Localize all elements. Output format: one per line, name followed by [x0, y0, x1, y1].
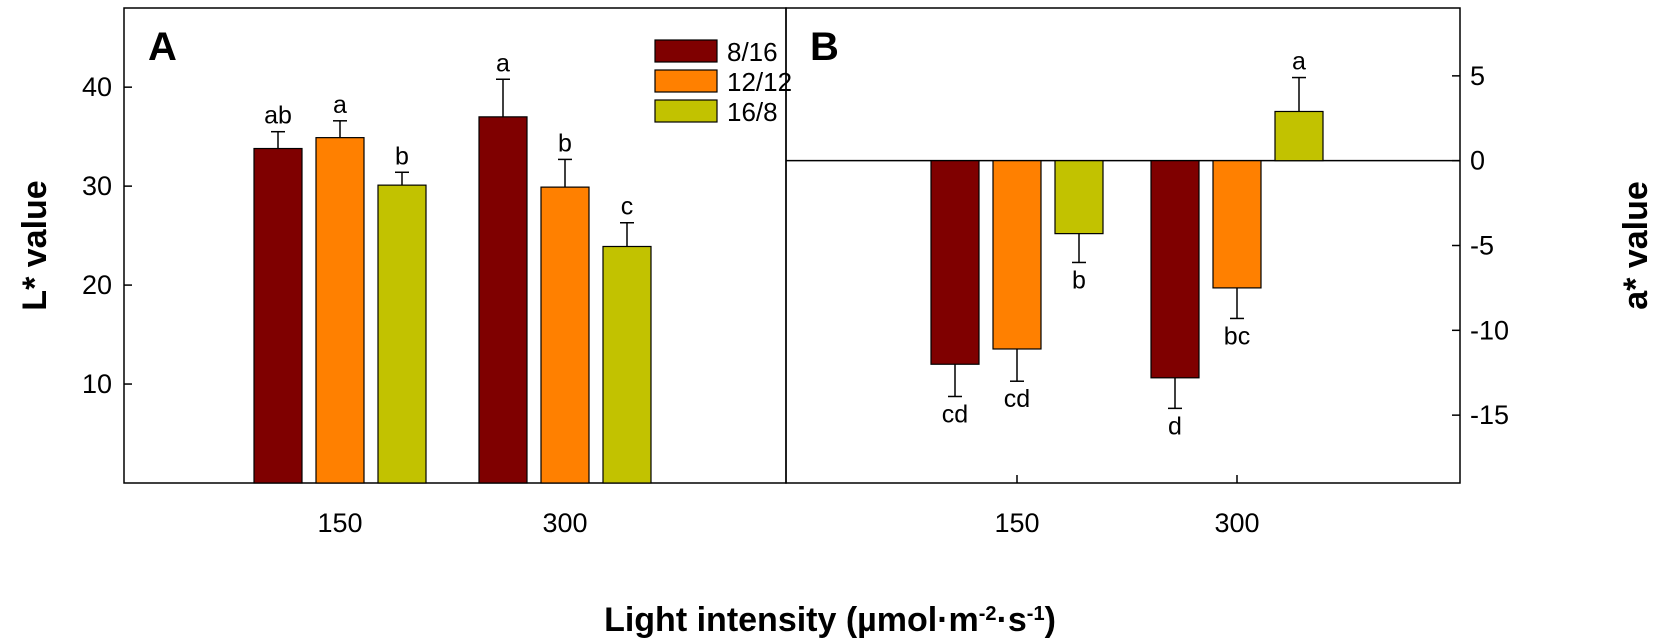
panel-a-y-tick-label: 20: [82, 270, 112, 300]
panel-b-bar: [1212, 160, 1262, 289]
panel-b: 5 0 -5 -10 -15 150 300 cd d cd bc b a Ba* value: [785, 7, 1655, 538]
panel-b-significance-letter: cd: [1004, 385, 1030, 413]
panel-b-y-axis-title: a* value: [1617, 181, 1655, 310]
legend-swatch: [654, 39, 718, 63]
panel-b-significance-letter: cd: [942, 400, 968, 428]
panel-b-y-tick-label: -5: [1470, 231, 1494, 261]
panel-b-bar: [1274, 110, 1324, 162]
panel-a-significance-letter: b: [558, 129, 572, 157]
panel-a-bar: [315, 137, 365, 484]
panel-a-significance-letter: ab: [264, 102, 292, 130]
panel-b-bar: [1150, 160, 1200, 379]
panel-b-y-tick-label: -15: [1470, 400, 1509, 430]
panel-b-significance-letter: a: [1292, 48, 1306, 76]
legend-label: 8/16: [727, 37, 778, 67]
panel-b-x-tick-label: 150: [994, 508, 1039, 538]
panel-a-significance-letter: a: [333, 91, 347, 119]
panel-b-bar: [930, 160, 980, 365]
x-axis-title-superscript-1: -2: [979, 603, 997, 625]
panel-b-significance-letter: d: [1168, 412, 1182, 440]
panel-a-significance-letter: c: [621, 193, 634, 221]
panel-b-y-tick-label: 5: [1470, 61, 1485, 91]
panel-a-y-tick-label: 10: [82, 369, 112, 399]
panel-a-bar: [602, 245, 652, 484]
panel-b-significance-letter: bc: [1224, 322, 1250, 350]
panel-a-bar: [540, 186, 590, 484]
x-axis-title: Light intensity (µmol·m-2·s-1): [604, 601, 1056, 639]
panel-a-y-axis-title: L* value: [16, 180, 54, 310]
panel-a-x-tick-label: 150: [317, 508, 362, 538]
panel-a-bar: [253, 147, 303, 484]
panel-b-label: B: [810, 25, 839, 69]
panel-a-x-tick-label: 300: [542, 508, 587, 538]
legend-label: 16/8: [727, 97, 778, 127]
x-axis-title-superscript-2: -1: [1027, 603, 1045, 625]
legend-swatch: [654, 69, 718, 93]
panel-b-y-tick-label: 0: [1470, 146, 1485, 176]
panel-b-significance-letter: b: [1072, 266, 1086, 294]
panel-a-y-tick-label: 30: [82, 171, 112, 201]
panel-b-x-tick-label: 300: [1214, 508, 1259, 538]
panel-b-bar: [1054, 160, 1104, 235]
panel-b-bar: [992, 160, 1042, 350]
panel-a-y-tick-label: 40: [82, 72, 112, 102]
panel-a-significance-letter: a: [496, 49, 510, 77]
legend-swatch: [654, 99, 718, 123]
panel-a-bar: [478, 116, 528, 484]
legend-label: 12/12: [727, 67, 792, 97]
panel-b-frame: [785, 7, 1461, 484]
panel-a-significance-letter: b: [395, 142, 409, 170]
panel-b-y-tick-label: -10: [1470, 315, 1509, 345]
panel-a-bar: [377, 184, 427, 484]
panel-a-label: A: [148, 25, 177, 69]
